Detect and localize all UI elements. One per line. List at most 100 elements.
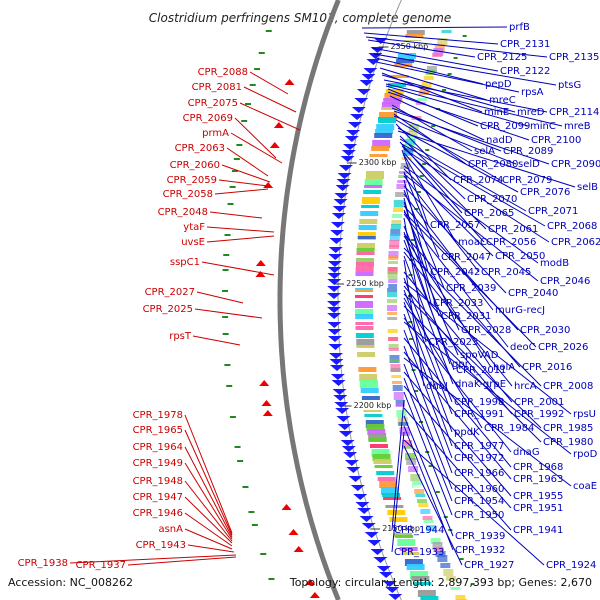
forward-strand-arrow xyxy=(333,395,348,401)
left-leader-line xyxy=(69,554,237,564)
reverse-strand-arrow xyxy=(273,122,284,128)
right-leader-line xyxy=(403,148,550,243)
right-leader-line xyxy=(403,281,572,415)
forward-strand-arrow xyxy=(327,329,342,335)
right-leader-line xyxy=(391,104,473,152)
gene-band xyxy=(388,348,399,351)
forward-strand-arrow xyxy=(329,359,344,365)
gene-band xyxy=(364,414,383,417)
gene-band xyxy=(355,262,374,267)
right-gene-label: mreB xyxy=(564,121,591,132)
gene-band xyxy=(355,314,374,319)
right-leader-line xyxy=(403,439,545,566)
right-gene-label: CPR_2045 xyxy=(481,267,531,278)
kbp-label-bg xyxy=(356,157,401,167)
gene-band xyxy=(389,240,400,247)
gene-band xyxy=(360,211,379,216)
right-gene-label: CPR_2039 xyxy=(446,283,496,294)
left-leader-line xyxy=(184,528,233,550)
left-leader-line xyxy=(187,544,235,553)
gene-band xyxy=(370,444,388,448)
gc-marker xyxy=(470,583,475,585)
gene-band xyxy=(363,190,382,194)
gc-marker xyxy=(222,290,229,292)
right-leader-line xyxy=(379,67,488,101)
gene-band xyxy=(390,229,401,236)
gene-band xyxy=(389,234,400,241)
forward-strand-arrow xyxy=(354,98,369,104)
right-leader-line xyxy=(403,185,507,294)
forward-strand-arrow xyxy=(344,460,359,466)
right-gene-label: hrcA xyxy=(514,381,537,392)
right-gene-label: CPR_2062 xyxy=(551,237,600,248)
right-gene-label: CPR_1951 xyxy=(513,503,563,514)
forward-strand-arrow xyxy=(330,374,345,380)
gene-band xyxy=(382,493,401,497)
gene-band xyxy=(423,520,434,523)
reverse-strand-arrow xyxy=(309,592,320,598)
gene-band xyxy=(376,124,395,130)
forward-strand-arrow xyxy=(327,307,342,313)
gc-marker xyxy=(268,578,275,580)
right-gene-label: CPR_1933 xyxy=(394,547,444,558)
strand-arrows xyxy=(222,30,475,600)
gene-band xyxy=(387,299,397,303)
right-leader-line xyxy=(403,154,457,243)
right-gene-label: mreC xyxy=(489,95,516,106)
reverse-strand-arrow xyxy=(263,182,274,188)
right-gene-label: CPR_2046 xyxy=(540,276,590,287)
genome-backbone-arc xyxy=(277,0,341,600)
gene-band xyxy=(389,245,399,249)
forward-strand-arrow xyxy=(327,293,342,299)
right-gene-label: rpsU xyxy=(573,409,596,420)
gc-marker xyxy=(447,73,452,75)
kbp-label-bg xyxy=(380,523,425,533)
gene-band xyxy=(440,563,451,568)
gene-band xyxy=(356,345,375,348)
left-gene-label: CPR_2027 xyxy=(145,287,195,298)
right-gene-label: CPR_2076 xyxy=(520,187,570,198)
gene-band xyxy=(443,569,454,576)
gene-band xyxy=(361,197,380,204)
left-gene-label: CPR_2048 xyxy=(158,207,208,218)
reverse-strand-arrow xyxy=(255,271,266,277)
gene-band xyxy=(419,88,430,94)
right-gene-label: CPR_2023 xyxy=(428,337,478,348)
gene-band xyxy=(423,76,434,80)
left-gene-label: CPR_1938 xyxy=(18,558,68,569)
gene-band xyxy=(450,587,461,590)
right-gene-label: CPR_1927 xyxy=(464,560,514,571)
forward-strand-arrow xyxy=(332,206,347,212)
left-leader-line xyxy=(226,147,269,177)
left-leader-line xyxy=(209,211,263,219)
left-leader-line xyxy=(184,429,233,536)
gene-band xyxy=(364,179,383,186)
right-leader-line xyxy=(393,115,517,165)
reverse-strand-arrow xyxy=(259,380,270,386)
gc-marker xyxy=(227,203,234,205)
right-gene-label: CPR_2131 xyxy=(500,39,550,50)
gene-band xyxy=(406,30,425,35)
right-gene-label: CPR_1998 xyxy=(454,397,504,408)
right-gene-label: CPR_2079 xyxy=(502,175,552,186)
forward-strand-arrow xyxy=(330,365,345,371)
gene-band xyxy=(406,135,417,139)
left-leader-line xyxy=(221,164,271,183)
kbp-label: 2200 kbp xyxy=(354,401,392,410)
gene-band xyxy=(359,380,378,388)
gc-marker xyxy=(431,125,436,127)
gene-band xyxy=(355,301,373,308)
forward-strand-arrow xyxy=(330,222,345,228)
left-leader-lines xyxy=(69,71,301,566)
right-leader-line xyxy=(403,175,480,273)
topology-label: Topology: circular; Length: 2,897,393 bp… xyxy=(289,576,592,589)
left-leader-line xyxy=(184,446,233,538)
left-gene-label: CPR_1964 xyxy=(133,442,183,453)
gene-band xyxy=(372,140,391,148)
right-leader-line xyxy=(367,39,476,58)
right-leader-line xyxy=(391,431,405,553)
forward-strand-arrow xyxy=(327,301,342,307)
gc-marker xyxy=(245,103,252,105)
right-leader-line xyxy=(399,138,527,212)
